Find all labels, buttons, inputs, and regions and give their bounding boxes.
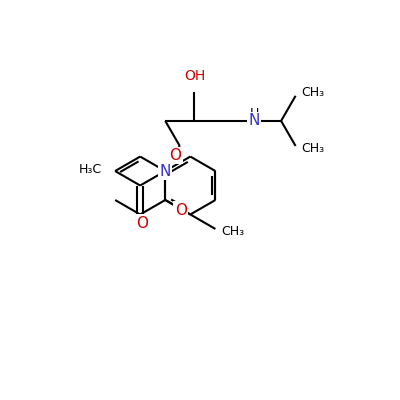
Text: N: N xyxy=(160,164,171,178)
Text: OH: OH xyxy=(184,69,206,83)
Text: CH₃: CH₃ xyxy=(221,225,244,238)
Text: H₃C: H₃C xyxy=(78,163,102,176)
Text: O: O xyxy=(136,216,148,231)
Text: CH₃: CH₃ xyxy=(301,142,324,155)
Text: O: O xyxy=(175,203,187,218)
Text: O: O xyxy=(170,148,182,163)
Text: H: H xyxy=(249,107,259,120)
Text: N: N xyxy=(248,113,260,128)
Text: CH₃: CH₃ xyxy=(301,86,324,100)
